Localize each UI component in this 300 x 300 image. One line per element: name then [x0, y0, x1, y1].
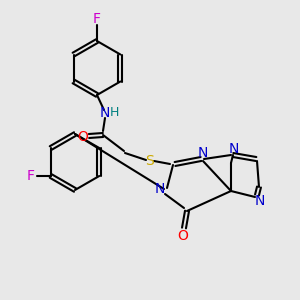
Text: N: N: [198, 146, 208, 160]
Text: N: N: [155, 182, 165, 196]
Text: O: O: [178, 229, 188, 243]
Text: O: O: [78, 130, 88, 144]
Text: H: H: [109, 106, 119, 119]
Text: S: S: [145, 154, 153, 168]
Text: F: F: [27, 169, 35, 183]
Text: N: N: [229, 142, 239, 156]
Text: N: N: [100, 106, 110, 120]
Text: F: F: [93, 12, 101, 26]
Text: N: N: [255, 194, 265, 208]
